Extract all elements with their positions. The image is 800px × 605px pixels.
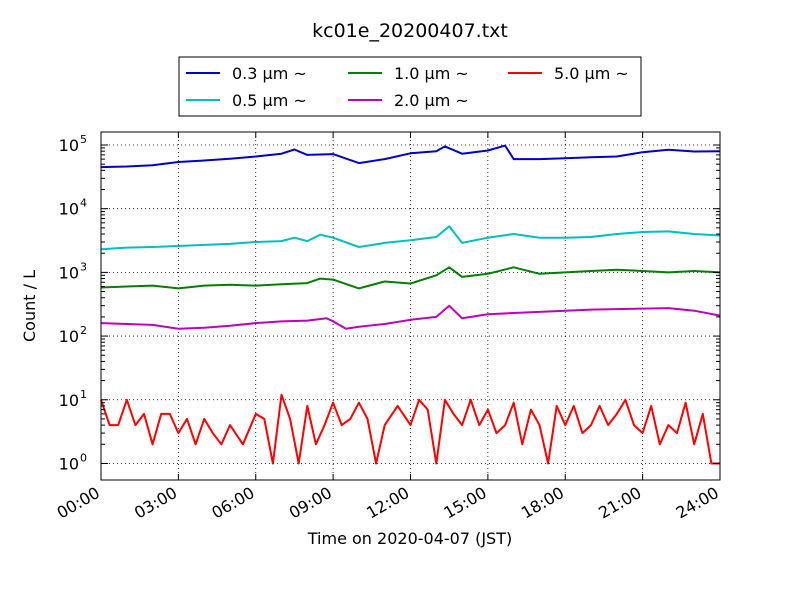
y-tick-label: 10 <box>59 454 79 473</box>
y-tick-exponent: 5 <box>80 133 87 146</box>
chart-title: kc01e_20200407.txt <box>312 20 508 42</box>
series-layer <box>100 144 721 465</box>
legend-label: 1.0 μm ~ <box>394 64 469 83</box>
legend-label: 0.5 μm ~ <box>232 91 307 110</box>
y-tick-exponent: 2 <box>80 324 87 337</box>
y-tick-exponent: 1 <box>80 388 87 401</box>
y-tick-label: 10 <box>59 263 79 282</box>
y-tick-exponent: 3 <box>80 260 87 273</box>
y-tick-label: 10 <box>59 200 79 219</box>
y-tick-label: 10 <box>59 136 79 155</box>
series-line-0 <box>100 144 721 169</box>
y-tick-label: 10 <box>59 327 79 346</box>
series-line-4 <box>100 393 720 465</box>
y-tick-exponent: 0 <box>80 451 87 464</box>
legend-frame <box>178 56 642 117</box>
legend-label: 2.0 μm ~ <box>394 91 469 110</box>
y-tick-label: 10 <box>59 391 79 410</box>
series-line-2 <box>100 266 721 290</box>
legend-label: 5.0 μm ~ <box>554 64 629 83</box>
y-tick-exponent: 4 <box>80 197 87 210</box>
series-line-3 <box>100 304 721 330</box>
legend: 0.3 μm ~ 0.5 μm ~ 1.0 μm ~ 2.0 μm ~ 5.0 μm ~ <box>178 56 642 117</box>
series-line-1 <box>100 225 721 251</box>
x-axis-label: Time on 2020-04-07 (JST) <box>307 529 512 548</box>
y-axis-label: Count / L <box>20 270 39 342</box>
legend-label: 0.3 μm ~ <box>232 64 307 83</box>
